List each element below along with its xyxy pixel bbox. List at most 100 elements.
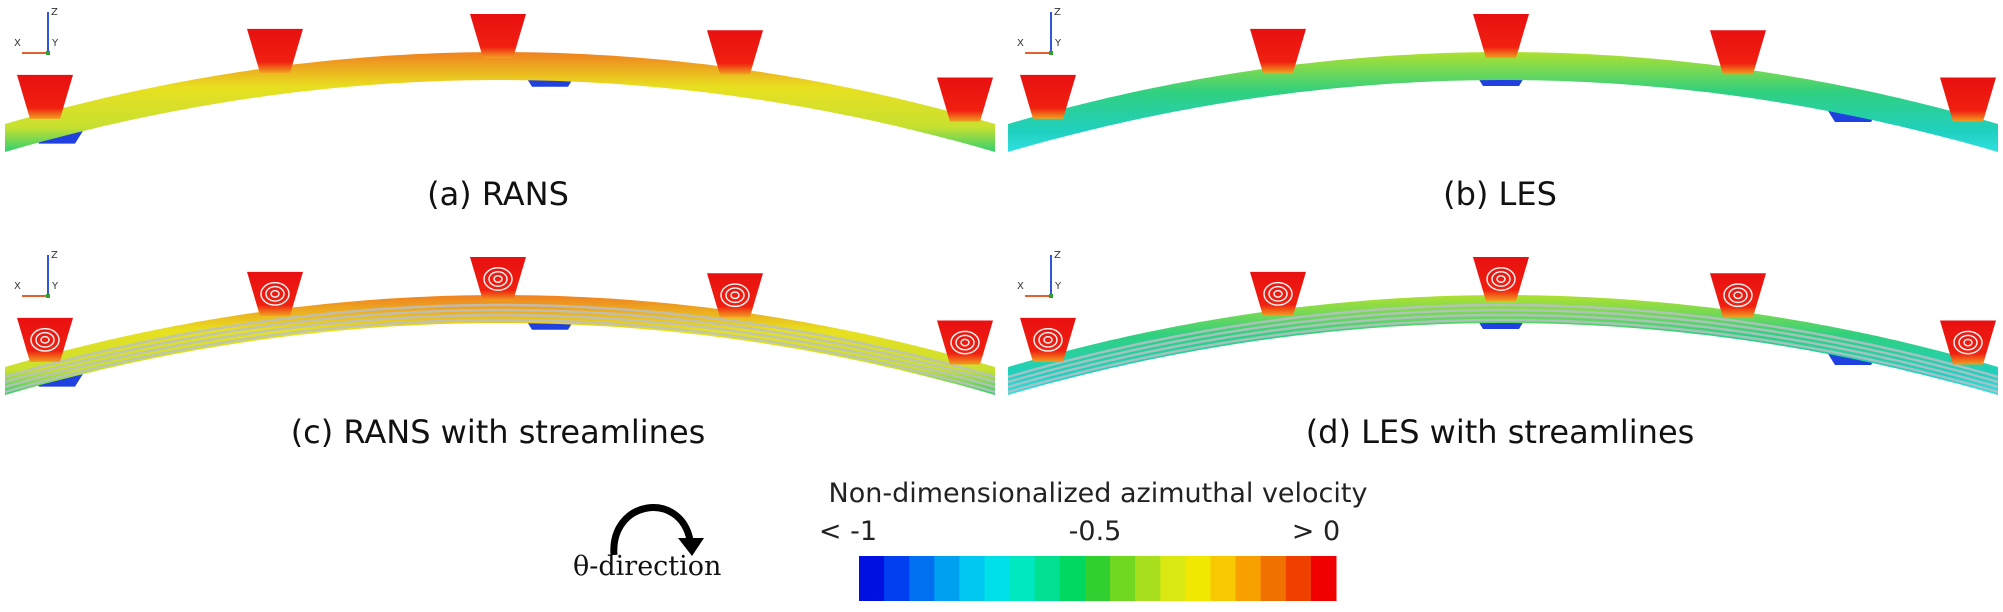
wall-band xyxy=(5,52,995,152)
wall-band xyxy=(1008,295,1998,395)
vortex-streamline xyxy=(40,335,50,344)
vortex-streamline xyxy=(265,285,285,302)
streamline xyxy=(4,308,996,384)
triad-origin xyxy=(1049,51,1053,55)
colorbar-swatch xyxy=(984,556,1011,601)
vortex-streamline xyxy=(730,291,740,300)
panel: X Z Y xyxy=(1008,7,1998,152)
vortex-streamline xyxy=(493,275,503,283)
funnel xyxy=(707,30,763,75)
vortex-streamline xyxy=(1496,275,1506,283)
colorbar-swatch xyxy=(1009,556,1036,601)
vortex-streamline xyxy=(1953,330,1983,355)
vortex-streamline xyxy=(955,334,975,351)
direction-arrow xyxy=(610,504,694,556)
funnel xyxy=(17,74,73,119)
streamline xyxy=(1007,318,1999,394)
colorbar-swatch xyxy=(959,556,986,601)
funnel xyxy=(1020,74,1076,119)
caption: (d) LES with streamlines xyxy=(1306,413,1695,451)
funnel xyxy=(1020,317,1076,362)
colorbar-swatch xyxy=(859,556,885,601)
colorbar-swatch xyxy=(909,556,935,601)
triad-label: X xyxy=(14,281,21,292)
colorbar xyxy=(859,556,1337,601)
funnel xyxy=(1250,271,1306,316)
wall-band xyxy=(1008,52,1998,152)
funnel xyxy=(1940,320,1996,365)
triad-label: Y xyxy=(1054,38,1062,49)
funnel xyxy=(247,271,303,316)
colorbar-swatch xyxy=(1110,556,1136,601)
wall-band xyxy=(5,295,995,395)
vortex-streamline xyxy=(30,327,60,352)
colorbar-swatch xyxy=(1034,556,1061,601)
colorbar-swatch xyxy=(1285,556,1312,601)
funnel xyxy=(1940,77,1996,122)
streamline xyxy=(1007,303,1999,379)
funnel xyxy=(1710,30,1766,75)
vortex-streamline xyxy=(1486,267,1516,291)
colorbar-swatch xyxy=(1084,556,1111,601)
vortex-streamline xyxy=(1033,327,1063,352)
vortex-streamline xyxy=(1043,335,1053,344)
vortex-streamline xyxy=(260,281,290,306)
panels: X Z Y X Z Y X Z Y X Z Y xyxy=(4,7,1999,395)
funnel xyxy=(937,320,993,365)
funnel xyxy=(470,257,526,302)
colorbar-title: Non-dimensionalized azimuthal velocity xyxy=(829,478,1368,509)
colorbar-label: > 0 xyxy=(1292,516,1340,547)
funnel xyxy=(17,317,73,362)
triad-label: Z xyxy=(51,7,58,18)
panel: X Z Y xyxy=(1007,250,1999,395)
triad-label: X xyxy=(1017,281,1024,292)
vortex-streamline xyxy=(35,331,55,348)
vortex-streamline xyxy=(1038,331,1058,348)
colorbar-swatch xyxy=(1059,556,1086,601)
triad-label: Z xyxy=(51,250,58,261)
caption: (b) LES xyxy=(1443,175,1557,213)
streamline xyxy=(1007,308,1999,384)
vortex-streamline xyxy=(1268,285,1288,302)
triad-label: X xyxy=(14,38,21,49)
caption: (a) RANS xyxy=(427,175,569,213)
vortex-streamline xyxy=(1491,271,1511,287)
colorbar-swatch xyxy=(884,556,910,601)
vortex-streamline xyxy=(1958,334,1978,351)
vortex-streamline xyxy=(483,267,513,291)
colorbar-label: -0.5 xyxy=(1069,516,1122,547)
triad-label: Y xyxy=(51,281,59,292)
colorbar-swatch xyxy=(1235,556,1262,601)
triad-origin xyxy=(46,51,50,55)
triad-origin xyxy=(46,294,50,298)
triad-label: Y xyxy=(1054,281,1062,292)
vortex-streamline xyxy=(270,289,280,298)
vortex-streamline xyxy=(725,287,745,304)
funnel xyxy=(1473,257,1529,302)
triad-label: Z xyxy=(1054,7,1061,18)
funnel xyxy=(470,14,526,59)
funnel xyxy=(1250,28,1306,73)
triad-label: X xyxy=(1017,38,1024,49)
vortex-streamline xyxy=(960,338,970,347)
funnel xyxy=(247,28,303,73)
vortex-streamline xyxy=(1273,289,1283,298)
colorbar-swatch xyxy=(1260,556,1287,601)
funnel xyxy=(707,273,763,318)
colorbar-swatch xyxy=(1135,556,1161,601)
colorbar-swatch xyxy=(1160,556,1186,601)
colorbar-swatch xyxy=(1310,556,1337,601)
vortex-streamline xyxy=(1723,283,1753,308)
streamline xyxy=(1007,313,1999,389)
triad-label: Y xyxy=(51,38,59,49)
triad-label: Z xyxy=(1054,250,1061,261)
arrow-head xyxy=(678,538,704,556)
funnel xyxy=(1710,273,1766,318)
colorbar-swatch xyxy=(934,556,960,601)
panel: X Z Y xyxy=(4,250,996,395)
panel: X Z Y xyxy=(5,7,995,152)
colorbar-swatch xyxy=(1210,556,1237,601)
streamline xyxy=(4,318,996,394)
vortex-streamline xyxy=(1728,287,1748,304)
vortex-streamline xyxy=(488,271,508,287)
